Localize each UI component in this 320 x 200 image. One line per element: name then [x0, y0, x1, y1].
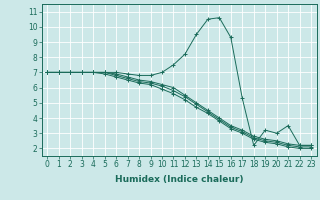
X-axis label: Humidex (Indice chaleur): Humidex (Indice chaleur) — [115, 175, 244, 184]
